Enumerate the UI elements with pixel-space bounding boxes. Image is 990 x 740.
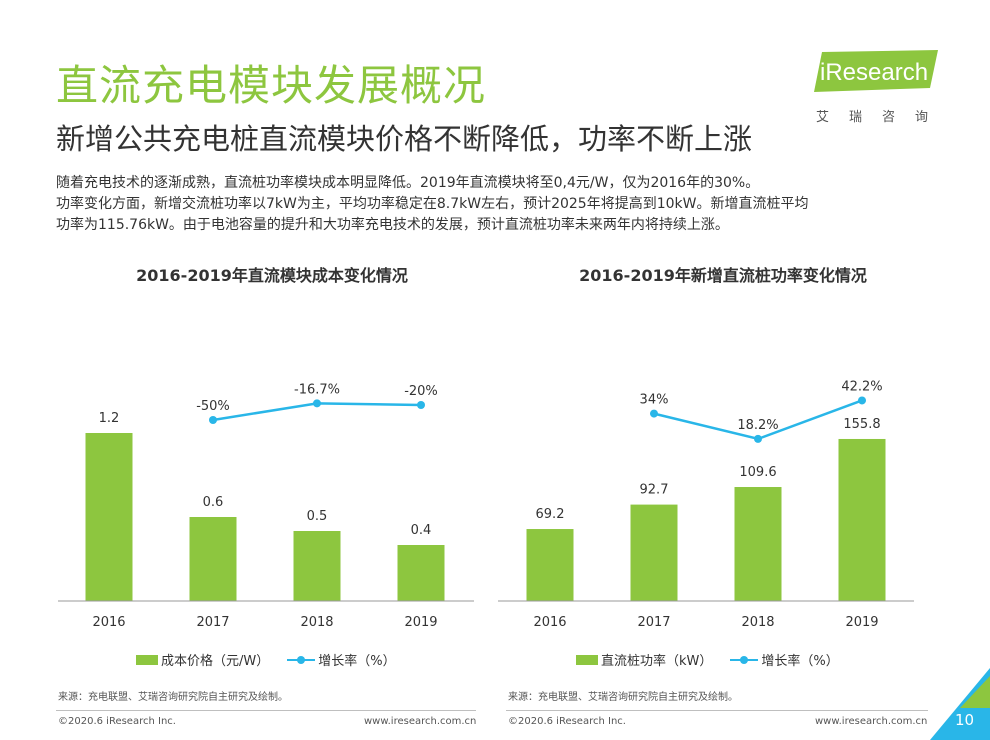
legend-bar-swatch (576, 654, 598, 665)
legend-line-swatch (287, 654, 316, 666)
x-tick-label: 2017 (196, 615, 229, 630)
growth-label: -50% (196, 399, 230, 414)
x-tick-label: 2017 (637, 615, 670, 630)
bar (293, 531, 341, 601)
bar (630, 504, 678, 601)
bar-value-label: 0.5 (307, 509, 328, 524)
growth-label: 18.2% (737, 418, 778, 433)
chart-title: 2016-2019年新增直流桩功率变化情况 (579, 266, 867, 285)
bar (838, 438, 886, 601)
bar (526, 529, 574, 601)
growth-label: -16.7% (294, 382, 340, 397)
bar-value-label: 155.8 (843, 417, 880, 432)
bar-value-label: 109.6 (739, 465, 776, 480)
x-tick-label: 2018 (741, 615, 774, 630)
x-tick-label: 2016 (92, 615, 125, 630)
bar-value-label: 69.2 (536, 507, 565, 522)
growth-point (209, 416, 217, 424)
growth-label: 34% (640, 393, 669, 408)
legend-line-label: 增长率（%） (761, 654, 839, 669)
legend-bar-label: 直流桩功率（kW） (601, 654, 713, 669)
bar-value-label: 0.4 (411, 523, 432, 538)
page-number: 10 (955, 711, 975, 729)
chart-title: 2016-2019年直流模块成本变化情况 (136, 266, 408, 285)
x-tick-label: 2016 (533, 615, 566, 630)
footer-divider-left (56, 710, 476, 711)
legend-line-label: 增长率（%） (318, 654, 396, 669)
x-tick-label: 2018 (300, 615, 333, 630)
bar (189, 517, 237, 601)
logo-badge-icon: iResearch (814, 50, 938, 92)
description: 随着充电技术的逐渐成熟，直流桩功率模块成本明显降低。2019年直流模块将至0,4… (56, 173, 936, 236)
iresearch-logo: iResearch 艾瑞咨询 (812, 50, 942, 125)
x-tick-label: 2019 (845, 615, 878, 630)
website-left[interactable]: www.iresearch.com.cn (364, 716, 477, 727)
growth-point (650, 409, 658, 418)
bar-value-label: 92.7 (640, 483, 669, 498)
legend-bar-swatch (136, 654, 158, 665)
growth-point (754, 434, 762, 443)
bar (85, 433, 133, 601)
legend-left: 成本价格（元/W） 增长率（%） (136, 650, 396, 669)
logo-brand-text: iResearch (820, 59, 928, 86)
description-line: 功率为115.76kW。由于电池容量的提升和大功率充电技术的发展，预计直流桩功率… (56, 217, 729, 233)
legend-right: 直流桩功率（kW） 增长率（%） (576, 650, 839, 669)
bar-value-label: 1.2 (99, 411, 120, 426)
legend-line-swatch (730, 654, 759, 666)
description-line: 随着充电技术的逐渐成熟，直流桩功率模块成本明显降低。2019年直流模块将至0,4… (56, 175, 760, 191)
copyright-left: ©2020.6 iResearch Inc. (58, 716, 176, 727)
growth-point (858, 396, 866, 405)
growth-label: 42.2% (841, 379, 882, 394)
growth-point (313, 399, 321, 408)
source-left: 来源：充电联盟、艾瑞咨询研究院自主研究及绘制。 (58, 692, 288, 703)
corner-decoration-icon (930, 668, 990, 740)
description-line: 功率变化方面，新增交流桩功率以7kW为主，平均功率稳定在8.7kW左右，预计20… (56, 196, 809, 212)
website-right[interactable]: www.iresearch.com.cn (815, 716, 928, 727)
legend-bar-label: 成本价格（元/W） (161, 654, 270, 669)
page-title: 直流充电模块发展概况 (56, 61, 487, 110)
logo-cn-text: 艾瑞咨询 (816, 110, 949, 125)
growth-label: -20% (404, 384, 438, 399)
x-tick-label: 2019 (404, 615, 437, 630)
growth-point (417, 401, 425, 409)
footer-divider-right (506, 710, 928, 711)
source-right: 来源：充电联盟、艾瑞咨询研究院自主研究及绘制。 (508, 692, 738, 703)
bar (734, 487, 782, 601)
bar-value-label: 0.6 (203, 495, 224, 510)
bar (397, 545, 445, 601)
copyright-right: ©2020.6 iResearch Inc. (508, 716, 626, 727)
page-subtitle: 新增公共充电桩直流模块价格不断降低，功率不断上涨 (56, 122, 753, 156)
